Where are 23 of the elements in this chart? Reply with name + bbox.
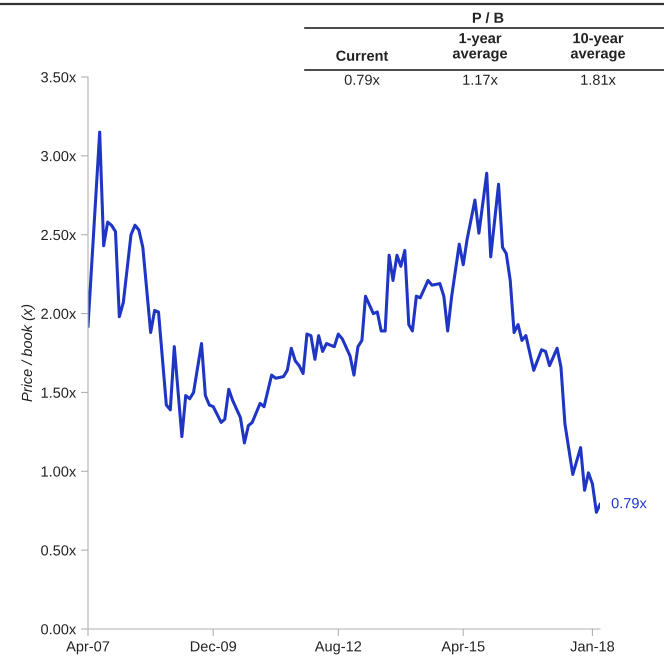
y-tick-label: 2.50x [41, 230, 76, 240]
y-tick-label: 0.50x [41, 545, 76, 556]
x-tick-label: Apr-15 [441, 641, 485, 654]
x-tick-label: Jan-18 [570, 641, 614, 652]
annotation: 0.79x [344, 74, 380, 85]
text: 10-year average [570, 32, 626, 62]
y-tick-label: 3.50x [41, 72, 76, 82]
x-tick-label: Apr-07 [66, 641, 110, 654]
text: 1-year average [452, 33, 508, 62]
y-tick-label: 1.00x [42, 466, 76, 477]
x-tick-label: Aug-12 [314, 641, 362, 654]
text: Current [336, 50, 388, 61]
y-tick-label: 0.00x [41, 624, 76, 634]
annotation: 1.17x [463, 74, 498, 85]
y-axis-title: Price / book (x) [21, 304, 35, 402]
y-tick-label: 3.00x [41, 150, 76, 162]
annotation: 1.81x [581, 74, 616, 85]
x-tick-label: Dec-09 [190, 641, 236, 652]
annotation: 0.79x [612, 498, 647, 508]
line-series [88, 130, 600, 514]
y-tick-label: 1.50x [42, 388, 76, 398]
y-tick-label: 2.00x [41, 308, 76, 319]
text: P / B [472, 12, 504, 24]
